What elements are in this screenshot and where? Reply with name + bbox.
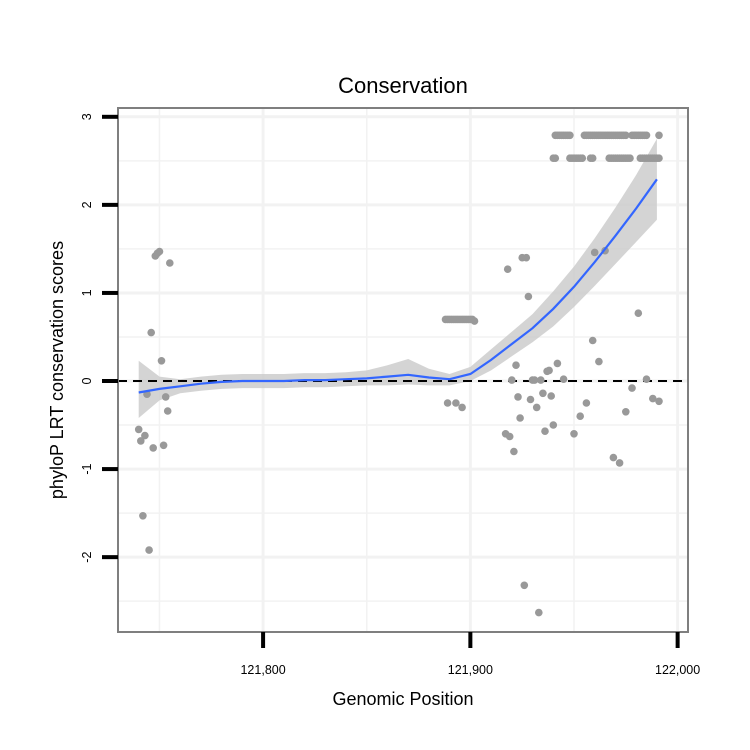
data-point <box>147 329 155 337</box>
data-point <box>162 393 170 401</box>
data-point <box>523 254 531 262</box>
data-point <box>539 390 547 398</box>
data-point <box>547 392 555 400</box>
data-point <box>504 265 512 273</box>
data-point <box>135 426 143 434</box>
data-point <box>616 459 624 467</box>
y-tick-label: 1 <box>80 289 94 296</box>
y-tick-label: 3 <box>80 113 94 120</box>
data-point <box>655 398 663 406</box>
data-point <box>589 337 597 345</box>
x-tick-label: 121,900 <box>448 663 493 677</box>
data-point <box>560 375 568 383</box>
data-point <box>527 396 535 404</box>
data-point <box>510 448 518 456</box>
y-tick-label: 2 <box>80 201 94 208</box>
data-point <box>576 412 584 420</box>
data-point <box>156 248 164 256</box>
data-point <box>521 582 529 590</box>
data-point <box>458 404 466 412</box>
data-point <box>514 393 522 401</box>
data-point <box>626 154 634 162</box>
data-point <box>554 360 562 368</box>
data-point <box>506 433 514 441</box>
data-point <box>635 309 643 317</box>
data-point <box>452 399 460 407</box>
data-point <box>552 154 560 162</box>
data-point <box>583 399 591 407</box>
data-point <box>516 414 524 422</box>
data-point <box>589 154 597 162</box>
data-point <box>141 432 149 440</box>
data-point <box>566 132 574 140</box>
data-point <box>535 609 543 617</box>
data-point <box>512 361 520 369</box>
data-point <box>655 154 663 162</box>
data-point <box>545 367 553 375</box>
data-point <box>508 376 516 384</box>
y-axis-title: phyloP LRT conservation scores <box>47 241 67 499</box>
data-point <box>444 399 452 407</box>
conservation-chart: Conservation Genomic Position phyloP LRT… <box>0 0 750 750</box>
chart-title: Conservation <box>338 73 468 98</box>
data-point <box>541 427 549 435</box>
data-point <box>643 375 651 383</box>
data-point <box>158 357 166 365</box>
x-axis-title: Genomic Position <box>332 689 473 709</box>
data-point <box>610 454 618 462</box>
data-point <box>622 408 630 416</box>
data-point <box>471 317 479 325</box>
data-point <box>139 512 147 520</box>
data-point <box>149 444 157 452</box>
y-tick-label: 0 <box>80 377 94 384</box>
data-point <box>164 407 172 415</box>
data-point <box>570 430 578 438</box>
data-point <box>533 404 541 412</box>
x-tick-label: 121,800 <box>240 663 285 677</box>
data-point <box>591 249 599 257</box>
data-point <box>595 358 603 366</box>
data-point <box>579 154 587 162</box>
data-point <box>537 376 545 384</box>
y-tick-label: -1 <box>80 463 94 474</box>
data-point <box>160 442 168 450</box>
x-tick-label: 122,000 <box>655 663 700 677</box>
data-point <box>550 421 558 429</box>
data-point <box>145 546 153 554</box>
data-point <box>525 293 533 301</box>
data-point <box>655 132 663 140</box>
y-tick-label: -2 <box>80 552 94 563</box>
data-point <box>166 259 174 267</box>
data-point <box>643 132 651 140</box>
data-point <box>628 384 636 392</box>
